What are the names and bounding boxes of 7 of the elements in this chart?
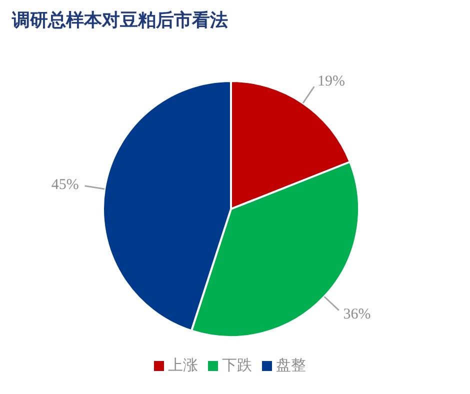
data-label: 45% [51,176,79,193]
legend-label: 上涨 [168,358,198,374]
legend-label: 下跌 [222,358,252,374]
data-label: 36% [343,306,371,322]
legend-label: 盘整 [276,358,306,374]
data-label: 19% [318,74,346,90]
chart-title: 调研总样本对豆粕后市看法 [10,9,229,33]
